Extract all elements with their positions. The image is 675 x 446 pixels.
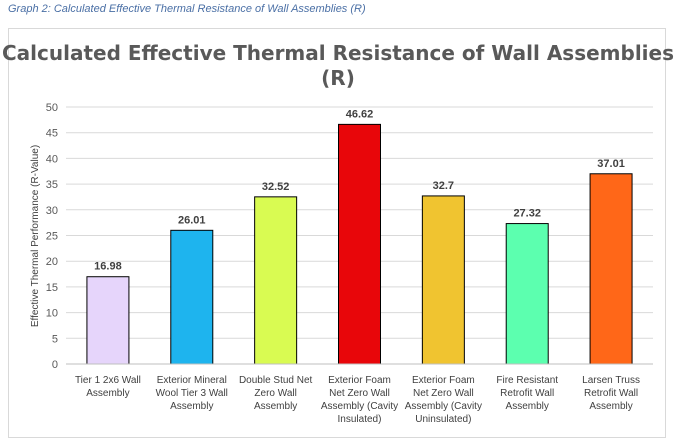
y-tick-label: 35 — [46, 179, 58, 191]
y-axis-label: Effective Thermal Performance (R-Value) — [30, 145, 41, 327]
x-tick-label-line: Assembly — [254, 401, 297, 412]
data-labels: 16.98 26.01 32.52 46.62 32.7 27.32 37.01 — [94, 108, 625, 272]
x-tick-label-line: Uninsulated) — [415, 414, 471, 425]
data-label: 37.01 — [597, 158, 625, 170]
x-tick-label-line: Wool Tier 3 Wall — [156, 388, 228, 399]
x-tick-label: Exterior Foam Net Zero Wall Assembly (Cavi… — [321, 375, 398, 425]
data-label: 32.52 — [262, 181, 290, 193]
y-tick-label: 25 — [46, 231, 58, 243]
x-tick-label: Exterior Foam Net Zero Wall Assembly (Cavi… — [405, 375, 482, 425]
chart-frame — [8, 28, 666, 438]
figure-caption: Graph 2: Calculated Effective Thermal Re… — [8, 3, 366, 15]
data-label: 46.62 — [346, 108, 374, 120]
bar — [589, 173, 633, 365]
chart-title-line-1: Calculated Effective Thermal Resistance … — [2, 41, 674, 65]
y-tick-label: 45 — [46, 128, 58, 140]
x-tick-label: Tier 1 2x6 Wall Assembly — [75, 375, 141, 399]
x-tick-label-line: Net Zero Wall — [413, 388, 474, 399]
bar — [86, 276, 130, 365]
x-tick-label: Larsen Truss Retrofit Wall Assembly — [582, 375, 640, 412]
bar — [170, 229, 214, 365]
x-tick-label-line: Assembly (Cavity — [405, 401, 482, 412]
chart-title-line-2: (R) — [321, 66, 355, 90]
y-tick-label: 15 — [46, 282, 58, 294]
y-tick-label: 20 — [46, 256, 58, 268]
y-tick-label: 10 — [46, 308, 58, 320]
x-tick-label-line: Assembly — [589, 401, 632, 412]
x-tick-label-line: Assembly — [86, 388, 129, 399]
data-label: 32.7 — [433, 180, 454, 192]
x-tick-label: Double Stud Net Zero Wall Assembly — [239, 375, 313, 412]
bar — [254, 196, 298, 365]
x-tick-label-line: Fire Resistant — [496, 375, 558, 386]
data-label: 27.32 — [513, 208, 541, 220]
y-tick-label: 40 — [46, 153, 58, 165]
y-tick-label: 30 — [46, 205, 58, 217]
x-tick-label-line: Retrofit Wall — [584, 388, 638, 399]
bar — [338, 123, 381, 365]
x-tick-label-line: Exterior Foam — [412, 375, 475, 386]
bar — [421, 195, 465, 365]
x-tick-label-line: Assembly — [506, 401, 549, 412]
x-tick-label-line: Zero Wall — [254, 388, 296, 399]
x-tick-label: Fire Resistant Retrofit Wall Assembly — [496, 375, 558, 412]
data-label: 26.01 — [178, 214, 206, 226]
x-tick-label-line: Tier 1 2x6 Wall — [75, 375, 141, 386]
bar — [505, 223, 549, 365]
x-tick-label-line: Assembly — [170, 401, 213, 412]
bars — [86, 123, 633, 365]
axes: 0 5 10 15 20 25 30 35 40 45 50 Tier 1 2x6 Wall Assem… — [46, 102, 653, 425]
x-tick-label-line: Exterior Foam — [328, 375, 391, 386]
y-tick-label: 5 — [52, 333, 58, 345]
y-tick-label: 50 — [46, 102, 58, 114]
y-tick-label: 0 — [52, 359, 58, 371]
data-label: 16.98 — [94, 261, 122, 273]
x-tick-label-line: Exterior Mineral — [157, 375, 227, 386]
x-tick-label: Exterior Mineral Wool Tier 3 Wall Assembly — [156, 375, 228, 412]
x-tick-label-line: Double Stud Net — [239, 375, 313, 386]
x-tick-label-line: Net Zero Wall — [329, 388, 390, 399]
x-tick-label-line: Insulated) — [338, 414, 382, 425]
x-tick-label-line: Retrofit Wall — [500, 388, 554, 399]
x-tick-label-line: Larsen Truss — [582, 375, 640, 386]
x-tick-label-line: Assembly (Cavity — [321, 401, 398, 412]
